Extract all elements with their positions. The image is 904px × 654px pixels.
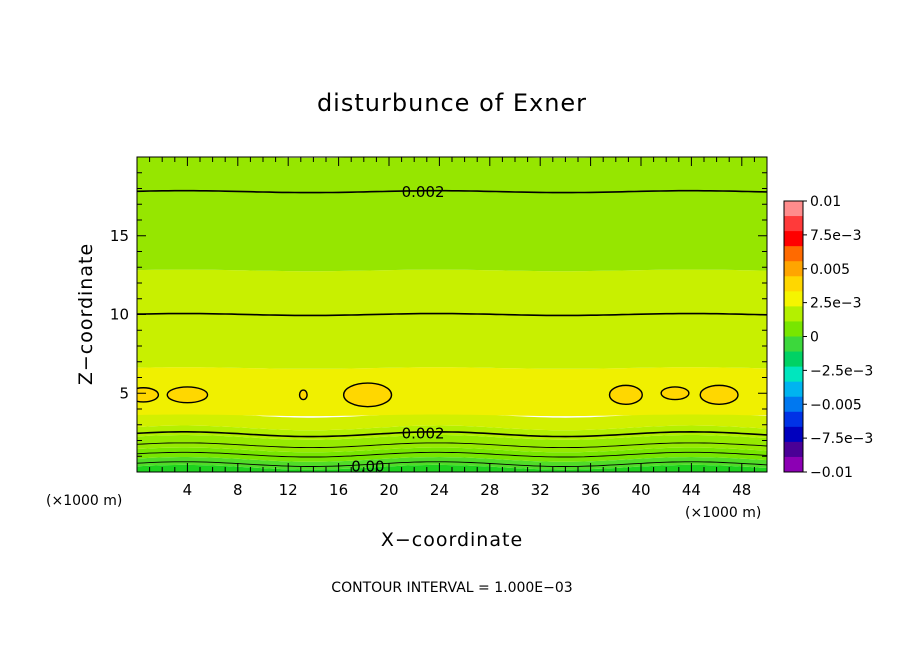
colorbar-label: 0 xyxy=(810,330,819,346)
colorbar-swatch xyxy=(784,246,803,262)
colorbar-label: −0.005 xyxy=(810,397,862,413)
contour-line xyxy=(137,442,767,449)
x-tick-label: 36 xyxy=(581,481,600,499)
cell-contour xyxy=(166,386,209,404)
colorbar-swatch xyxy=(784,441,803,458)
contour-label: 0.002 xyxy=(402,183,445,201)
x-unit-left: (×1000 m) xyxy=(46,493,122,509)
y-axis-title: Z−coordinate xyxy=(75,243,97,385)
y-tick-label: 15 xyxy=(110,227,129,245)
colorbar-label: 7.5e−3 xyxy=(810,228,862,244)
colorbar-label: −7.5e−3 xyxy=(810,431,873,447)
colorbar-swatch xyxy=(784,381,803,398)
contour-line xyxy=(137,461,767,467)
y-tick-label: 10 xyxy=(110,306,129,324)
x-tick-label: 40 xyxy=(631,481,650,499)
contour-band xyxy=(137,435,767,453)
x-unit-right: (×1000 m) xyxy=(685,505,761,521)
chart-title: disturbunce of Exner xyxy=(317,89,587,117)
colorbar-label: 0.01 xyxy=(810,194,841,210)
colorbar-swatch xyxy=(784,306,803,322)
colorbar-swatch xyxy=(784,366,803,383)
x-tick-label: 44 xyxy=(682,481,701,499)
cell-contour xyxy=(342,382,393,408)
contour-band xyxy=(137,447,767,462)
colorbar-swatch xyxy=(784,456,803,473)
cell-contour xyxy=(298,389,308,401)
contour-band xyxy=(137,367,767,417)
colorbar-swatch xyxy=(784,426,803,443)
colorbar-label: 0.005 xyxy=(810,262,850,278)
colorbar-swatch xyxy=(784,336,803,353)
cell-contour xyxy=(608,384,643,405)
x-tick-label: 48 xyxy=(732,481,751,499)
x-tick-label: 24 xyxy=(430,481,449,499)
x-tick-label: 16 xyxy=(329,481,348,499)
contour-band xyxy=(137,157,767,272)
x-tick-label: 12 xyxy=(279,481,298,499)
colorbar: 0.01 7.5e−3 0.005 2.5e−3 0 −2.5e−3 −0.005 −7.5e… xyxy=(783,194,873,481)
contour-label: 0.00 xyxy=(351,457,384,475)
x-tick-label: 28 xyxy=(480,481,499,499)
contour-line xyxy=(137,430,767,438)
cell-contour xyxy=(660,386,690,401)
colorbar-swatch xyxy=(784,396,803,413)
colorbar-swatch xyxy=(784,261,803,277)
colorbar-swatch xyxy=(784,351,803,368)
colorbar-swatch xyxy=(784,321,803,337)
colorbar-swatch xyxy=(784,201,803,217)
x-tick-label: 32 xyxy=(531,481,550,499)
cell-contour xyxy=(137,387,160,403)
colorbar-swatch xyxy=(784,411,803,428)
x-tick-label: 8 xyxy=(233,481,243,499)
contour-line xyxy=(137,451,767,458)
colorbar-swatch xyxy=(784,291,803,307)
x-tick-label: 4 xyxy=(183,481,193,499)
contour-interval-note: CONTOUR INTERVAL = 1.000E−03 xyxy=(331,580,572,596)
colorbar-label: 2.5e−3 xyxy=(810,296,862,312)
contour-band xyxy=(137,269,767,369)
colorbar-label: −2.5e−3 xyxy=(810,363,873,379)
contour-label: 0.002 xyxy=(402,425,445,443)
y-tick-label: 5 xyxy=(119,384,129,402)
x-tick-label: 20 xyxy=(379,481,398,499)
contour-band xyxy=(137,412,767,431)
colorbar-swatch xyxy=(784,216,803,232)
contour-line xyxy=(137,189,767,194)
colorbar-label: −0.01 xyxy=(810,465,853,481)
contour-line xyxy=(137,312,767,317)
plot-inner: 0.002 0.002 0.00 xyxy=(137,157,767,475)
colorbar-swatch xyxy=(784,231,803,247)
colorbar-swatch xyxy=(784,276,803,292)
x-axis-title: X−coordinate xyxy=(381,529,523,551)
cell-contour xyxy=(699,384,739,405)
